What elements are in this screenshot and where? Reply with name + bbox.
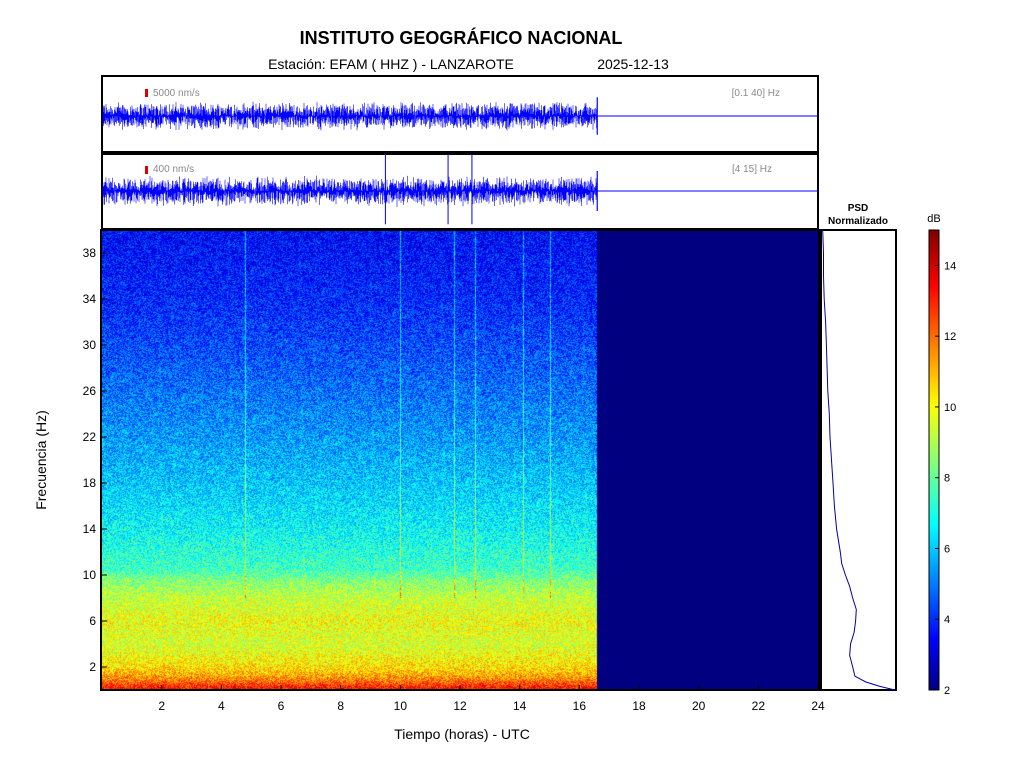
x-tick-label: 14 [513,699,527,713]
spectrogram-image [102,230,818,690]
y-tick-label: 26 [83,384,97,398]
y-tick-label: 30 [83,338,97,352]
station-label: Estación: EFAM ( HHZ ) - LANZAROTE [268,56,514,72]
x-tick-label: 24 [811,699,825,713]
x-tick-label: 2 [158,699,165,713]
figure-title: INSTITUTO GEOGRÁFICO NACIONAL [300,27,623,48]
psd-frame [820,229,897,691]
y-tick-label: 2 [89,660,96,674]
seismogram-broadband-panel: 5000 nm/s [0.1 40] Hz [101,75,819,153]
colorbar-gradient [928,229,940,691]
y-tick-label: 6 [89,614,96,628]
x-tick-label: 8 [337,699,344,713]
x-axis-label: Tiempo (horas) - UTC [394,726,530,742]
x-tick-label: 16 [573,699,587,713]
x-tick-label: 18 [632,699,646,713]
scale-label-filtered: 400 nm/s [153,164,194,175]
colorbar-tick-label: 6 [944,543,950,555]
x-tick-label: 4 [218,699,225,713]
seismogram-broadband-trace [102,97,818,135]
colorbar-tick-label: 10 [944,402,956,414]
x-tick-label: 6 [278,699,285,713]
psd-title-line1: PSD [848,203,869,214]
seismogram-filtered-panel: 400 nm/s [4 15] Hz [101,153,819,230]
colorbar-ticks: 2 4 6 8 10 12 14 [935,260,956,697]
y-tick-label: 38 [83,246,97,260]
colorbar-tick-label: 14 [944,260,956,272]
y-tick-label: 34 [83,292,97,306]
scale-bar-broadband [145,89,148,97]
y-tick-label: 14 [83,522,97,536]
seismogram-noise [102,175,598,207]
date-label: 2025-12-13 [597,56,669,72]
band-label-broadband: [0.1 40] Hz [732,88,780,99]
y-tick-label: 22 [83,430,97,444]
scale-label-broadband: 5000 nm/s [153,88,200,99]
colorbar: dB 2 4 6 8 10 12 14 [927,213,956,697]
colorbar-tick-label: 12 [944,331,956,343]
band-label-filtered: [4 15] Hz [732,164,772,175]
x-tick-label: 10 [394,699,408,713]
x-tick-label: 12 [453,699,467,713]
y-tick-label: 10 [83,568,97,582]
colorbar-unit-label: dB [927,213,940,225]
seismogram-noise [102,101,598,131]
colorbar-tick-label: 2 [944,685,950,697]
psd-curve [822,229,896,691]
scale-bar-filtered [145,166,148,174]
x-tick-label: 22 [752,699,766,713]
colorbar-tick-label: 8 [944,473,950,485]
y-axis-label: Frecuencia (Hz) [33,410,49,510]
x-tick-label: 20 [692,699,706,713]
psd-panel: PSD Normalizado [820,203,897,691]
y-tick-label: 18 [83,476,97,490]
psd-title-line2: Normalizado [828,216,888,227]
colorbar-tick-label: 4 [944,614,950,626]
seismogram-filtered-trace [102,154,818,225]
